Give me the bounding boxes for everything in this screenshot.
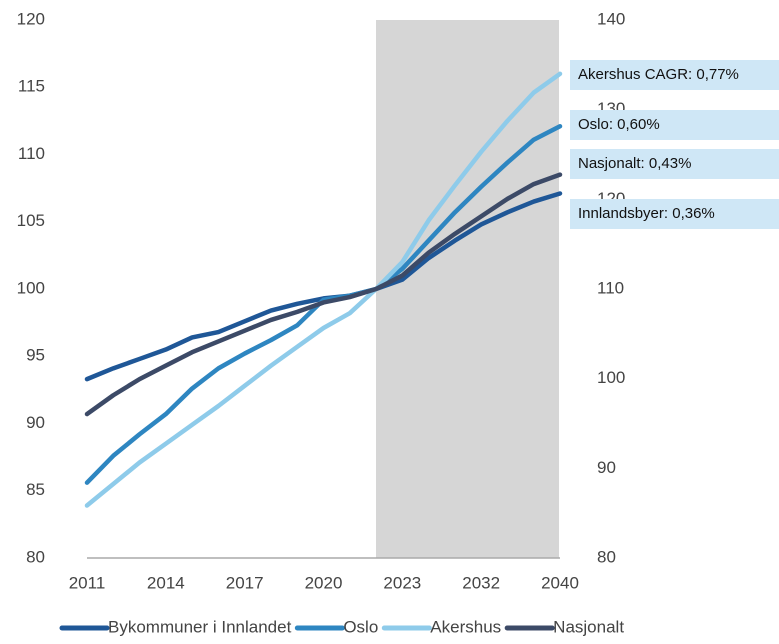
series-line: [84, 124, 563, 485]
series-line: [84, 71, 563, 508]
annotation: Akershus CAGR: 0,77%: [578, 66, 739, 83]
x-tick-label: 2040: [541, 573, 579, 592]
y2-tick-label: 140: [597, 9, 625, 28]
y-tick-label: 105: [17, 211, 45, 230]
y2-tick-label: 110: [597, 278, 624, 297]
x-tick-label: 2020: [305, 573, 343, 592]
x-tick-label: 2023: [383, 573, 421, 592]
annotation-box: [570, 110, 779, 140]
y-tick-label: 120: [17, 9, 45, 28]
y2-tick-label: 100: [597, 368, 625, 387]
annotation-box: [570, 149, 779, 179]
annotation: Nasjonalt: 0,43%: [578, 155, 691, 172]
y2-tick-label: 90: [597, 458, 616, 477]
annotation-box: [570, 60, 779, 90]
y2-tick-label: 80: [597, 547, 616, 566]
x-tick-label: 2032: [462, 573, 500, 592]
annotation-box: [570, 199, 779, 229]
legend-label: Nasjonalt: [553, 617, 624, 636]
y-tick-label: 100: [17, 278, 45, 297]
y-tick-label: 110: [18, 144, 45, 163]
annotation: Oslo: 0,60%: [578, 116, 660, 133]
x-tick-label: 2011: [69, 573, 106, 592]
legend-label: Oslo: [343, 617, 378, 636]
y-tick-label: 85: [26, 480, 45, 499]
y-tick-label: 90: [26, 413, 45, 432]
x-tick-label: 2017: [226, 573, 264, 592]
projection-shade: [376, 20, 559, 558]
y-tick-label: 80: [26, 547, 45, 566]
legend-label: Akershus: [430, 617, 501, 636]
legend-label: Bykommuner i Innlandet: [108, 617, 292, 636]
series-line: [84, 172, 563, 417]
annotation: Innlandsbyer: 0,36%: [578, 205, 715, 222]
x-tick-label: 2014: [147, 573, 185, 592]
y-tick-label: 115: [18, 77, 45, 96]
y-tick-label: 95: [26, 346, 45, 365]
